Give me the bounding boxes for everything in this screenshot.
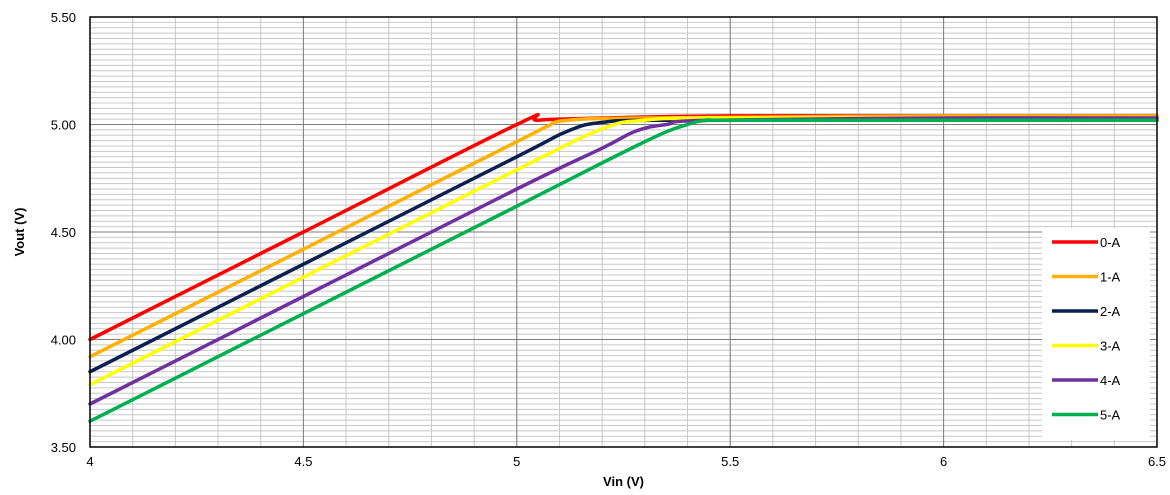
series-line-4-A bbox=[88, 116, 1159, 406]
legend-label-5-A: 5-A bbox=[1100, 408, 1121, 423]
legend-label-4-A: 4-A bbox=[1100, 373, 1121, 388]
plot-border bbox=[89, 16, 1158, 448]
x-tick-label: 4 bbox=[86, 454, 93, 469]
y-tick-label: 3.50 bbox=[51, 440, 76, 455]
y-tick-label: 5.00 bbox=[51, 118, 76, 133]
x-tick-label: 5 bbox=[513, 454, 520, 469]
legend-box bbox=[1042, 228, 1150, 440]
legend-label-3-A: 3-A bbox=[1100, 339, 1121, 354]
y-axis-title: Vout (V) bbox=[12, 208, 27, 257]
x-tick-label: 6 bbox=[940, 454, 947, 469]
y-tick-label: 4.00 bbox=[51, 333, 76, 348]
legend-label-1-A: 1-A bbox=[1100, 270, 1121, 285]
x-axis-title: Vin (V) bbox=[603, 474, 644, 489]
y-tick-label: 4.50 bbox=[51, 225, 76, 240]
x-tick-label: 4.5 bbox=[294, 454, 312, 469]
legend-label-2-A: 2-A bbox=[1100, 304, 1121, 319]
y-tick-label: 5.50 bbox=[51, 10, 76, 25]
series-line-1-A bbox=[88, 113, 1159, 359]
legend-label-0-A: 0-A bbox=[1100, 235, 1121, 250]
x-tick-label: 5.5 bbox=[721, 454, 739, 469]
x-tick-label: 6.5 bbox=[1148, 454, 1166, 469]
series-line-5-A bbox=[88, 118, 1159, 423]
